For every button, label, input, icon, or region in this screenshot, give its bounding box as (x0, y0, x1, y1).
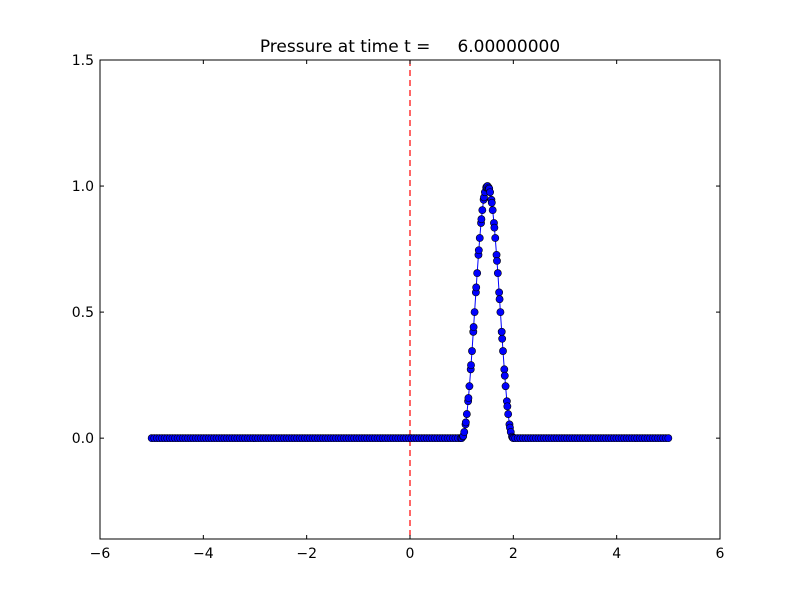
x-tick-label: −6 (90, 546, 111, 562)
x-tick-label: 6 (716, 546, 725, 562)
data-point (487, 198, 496, 207)
data-point (475, 234, 484, 242)
y-tick-label: 0.0 (72, 431, 94, 447)
data-point (496, 308, 505, 317)
data-point (470, 308, 479, 317)
y-tick-label: 1.5 (72, 53, 94, 69)
data-point (501, 382, 510, 391)
data-point (498, 334, 507, 343)
data-point (664, 434, 673, 443)
data-point (493, 269, 502, 278)
x-tick-label: 2 (509, 546, 518, 562)
data-point (486, 188, 494, 197)
data-point (500, 371, 509, 380)
data-point (495, 288, 504, 297)
data-point (493, 256, 501, 265)
data-point (462, 410, 471, 418)
data-point (465, 382, 474, 391)
data-point (474, 246, 483, 255)
data-point (461, 418, 470, 427)
data-point (491, 234, 500, 242)
data-point (469, 323, 478, 331)
data-point (460, 428, 469, 436)
data-point (499, 347, 507, 355)
chart-title: Pressure at time t = 6.00000000 (260, 37, 560, 57)
data-point (468, 347, 476, 355)
data-point (472, 283, 481, 292)
data-point (495, 295, 504, 304)
x-tick-label: −4 (193, 546, 214, 562)
data-point (497, 327, 506, 336)
x-tick-label: 0 (406, 546, 415, 562)
data-point (477, 215, 486, 224)
plot-area: −6 −4 −2 0 2 4 6 0.0 0.5 1.0 1.5 (72, 53, 725, 562)
data-point (467, 361, 475, 370)
data-point (504, 410, 513, 418)
x-tick-label: −2 (296, 546, 317, 562)
data-point (503, 402, 512, 411)
data-point (473, 269, 482, 278)
data-point (488, 206, 497, 215)
data-point (464, 394, 473, 402)
y-tick-label: 1.0 (72, 179, 94, 195)
data-point (490, 223, 499, 232)
y-tick-label: 0.5 (72, 305, 94, 321)
x-tick-label: 4 (612, 546, 621, 562)
data-point (478, 206, 487, 215)
